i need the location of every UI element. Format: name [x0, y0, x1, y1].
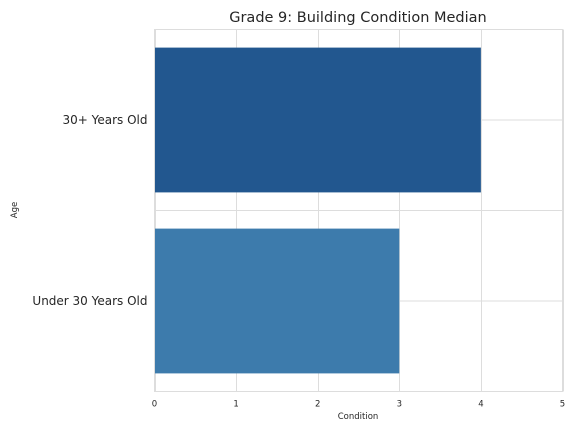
x-tick-label: 1 [233, 400, 238, 410]
bar [154, 47, 481, 193]
category-label: 30+ Years Old [62, 113, 147, 127]
x-axis-label: Condition [338, 412, 379, 422]
chart-title: Grade 9: Building Condition Median [229, 10, 487, 26]
plot-frame [154, 29, 563, 392]
x-tick-label: 0 [152, 400, 157, 410]
x-tick-label: 2 [315, 400, 320, 410]
category-labels: 30+ Years Old Under 30 Years Old [32, 113, 147, 308]
bars [154, 47, 481, 374]
x-tick-label: 4 [478, 400, 483, 410]
y-axis-label: Age [10, 202, 20, 218]
category-label: Under 30 Years Old [32, 294, 147, 308]
x-tick-label: 3 [397, 400, 402, 410]
bar [154, 228, 400, 374]
x-tick-labels: 0 1 2 3 4 5 [152, 400, 565, 410]
x-tick-label: 5 [560, 400, 565, 410]
